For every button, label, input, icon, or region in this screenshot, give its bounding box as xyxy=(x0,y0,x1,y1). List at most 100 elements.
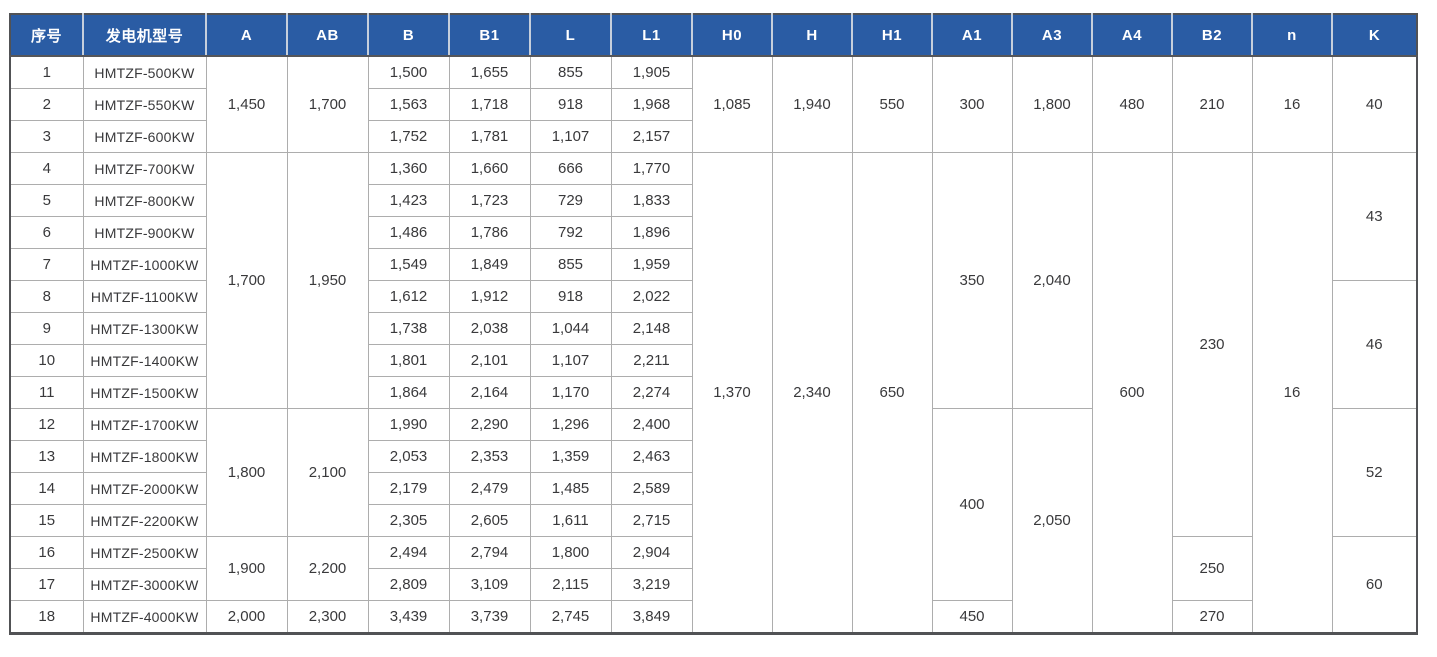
model-cell-r14: HMTZF-2000KW xyxy=(82,472,207,505)
table-cell-r4-c14: 230 xyxy=(1171,152,1253,537)
table-cell-r1-c0: 1 xyxy=(9,55,84,89)
table-cell-r3-c4: 1,107 xyxy=(529,120,612,153)
table-cell-r7-c5: 1,959 xyxy=(610,248,693,281)
col-header-A: A xyxy=(206,14,288,57)
col-header-A4: A4 xyxy=(1092,14,1173,57)
table-body: 1 HMTZF-500KW 1,450 1,700 1,500 1,655 855 1,905… xyxy=(9,55,1418,634)
table-cell-r11-c0: 11 xyxy=(9,376,84,409)
table-cell-r5-c0: 5 xyxy=(9,184,84,217)
table-cell-r6-c5: 1,896 xyxy=(610,216,693,249)
table-cell-r11-c5: 2,274 xyxy=(610,376,693,409)
table-cell-r2-c5: 1,968 xyxy=(610,88,693,121)
table-cell-r15-c3: 2,605 xyxy=(448,504,531,537)
model-cell-r3: HMTZF-600KW xyxy=(82,120,207,153)
table-cell-r1-c16: 40 xyxy=(1331,55,1418,153)
spec-table-container: 序号 发电机型号 A AB B B1 L L1 H0 H H1 A1 A3 A4 B2 n K 1 HMTZF-5… xyxy=(9,13,1418,635)
table-row-15: 15 HMTZF-2200KW 2,305 2,605 1,611 2,715 xyxy=(9,504,1417,537)
table-cell-r1-c13: 480 xyxy=(1091,55,1173,153)
table-cell-r7-c0: 7 xyxy=(9,248,84,281)
col-header-xuhao: 序号 xyxy=(10,14,84,57)
table-cell-r14-c4: 1,485 xyxy=(529,472,612,505)
table-cell-r15-c5: 2,715 xyxy=(610,504,693,537)
table-cell-r15-c0: 15 xyxy=(9,504,84,537)
model-cell-r5: HMTZF-800KW xyxy=(82,184,207,217)
table-cell-r4-c13: 600 xyxy=(1091,152,1173,634)
table-cell-r7-c4: 855 xyxy=(529,248,612,281)
table-cell-r13-c0: 13 xyxy=(9,440,84,473)
table-cell-r16-c0: 16 xyxy=(9,536,84,569)
table-row-8: 8 HMTZF-1100KW 1,612 1,912 918 2,022 46 xyxy=(9,280,1418,409)
table-cell-r13-c3: 2,353 xyxy=(448,440,531,473)
table-cell-r8-c3: 1,912 xyxy=(448,280,531,313)
table-cell-r12-c5: 2,290 xyxy=(448,408,531,441)
table-cell-r18-c6: 2,745 xyxy=(529,600,612,634)
col-header-L1: L1 xyxy=(611,14,693,57)
model-cell-r9: HMTZF-1300KW xyxy=(82,312,207,345)
table-cell-r2-c0: 2 xyxy=(9,88,84,121)
table-cell-r11-c4: 1,170 xyxy=(529,376,612,409)
table-cell-r16-c8: 250 xyxy=(1171,536,1253,601)
table-cell-r4-c0: 4 xyxy=(9,152,84,185)
table-cell-r6-c3: 1,786 xyxy=(448,216,531,249)
table-cell-r9-c3: 2,038 xyxy=(448,312,531,345)
table-cell-r8-c4: 918 xyxy=(529,280,612,313)
table-row-7: 7 HMTZF-1000KW 1,549 1,849 855 1,959 xyxy=(9,248,1417,281)
table-row-17: 17 HMTZF-3000KW 2,809 3,109 2,115 3,219 xyxy=(9,568,1417,601)
table-cell-r1-c8: 1,085 xyxy=(691,55,773,153)
table-row-18: 18 HMTZF-4000KW 2,000 2,300 3,439 3,739 2,745 3… xyxy=(9,600,1417,634)
table-cell-r8-c2: 1,612 xyxy=(367,280,450,313)
table-cell-r4-c9: 2,340 xyxy=(771,152,853,634)
col-header-B2: B2 xyxy=(1172,14,1253,57)
col-header-K: K xyxy=(1332,14,1417,57)
table-cell-r3-c3: 1,781 xyxy=(448,120,531,153)
model-cell-r12: HMTZF-1700KW xyxy=(82,408,207,441)
table-cell-r2-c3: 1,718 xyxy=(448,88,531,121)
table-cell-r1-c15: 16 xyxy=(1251,55,1333,153)
table-header: 序号 发电机型号 A AB B B1 L L1 H0 H H1 A1 A3 A4 B2 n K xyxy=(10,14,1417,57)
table-cell-r1-c3: 1,700 xyxy=(286,55,369,153)
col-header-B1: B1 xyxy=(449,14,531,57)
table-cell-r12-c6: 1,296 xyxy=(529,408,612,441)
table-cell-r1-c7: 1,905 xyxy=(610,55,693,89)
table-cell-r18-c2: 2,000 xyxy=(205,600,288,634)
col-header-B: B xyxy=(368,14,450,57)
table-cell-r4-c3: 1,950 xyxy=(286,152,369,409)
model-cell-r7: HMTZF-1000KW xyxy=(82,248,207,281)
table-cell-r7-c2: 1,549 xyxy=(367,248,450,281)
model-cell-r10: HMTZF-1400KW xyxy=(82,344,207,377)
model-cell-r1: HMTZF-500KW xyxy=(82,55,207,89)
table-cell-r8-c0: 8 xyxy=(9,280,84,313)
model-cell-r4: HMTZF-700KW xyxy=(82,152,207,185)
table-cell-r11-c3: 2,164 xyxy=(448,376,531,409)
table-cell-r9-c2: 1,738 xyxy=(367,312,450,345)
table-cell-r17-c0: 17 xyxy=(9,568,84,601)
table-cell-r12-c9: 2,050 xyxy=(1011,408,1093,634)
table-row-5: 5 HMTZF-800KW 1,423 1,723 729 1,833 xyxy=(9,184,1417,217)
table-cell-r6-c4: 792 xyxy=(529,216,612,249)
table-cell-r1-c5: 1,655 xyxy=(448,55,531,89)
table-cell-r4-c4: 1,360 xyxy=(367,152,450,185)
col-header-A1: A1 xyxy=(932,14,1013,57)
table-cell-r14-c3: 2,479 xyxy=(448,472,531,505)
table-cell-r10-c3: 2,101 xyxy=(448,344,531,377)
col-header-n: n xyxy=(1252,14,1333,57)
table-row-4: 4 HMTZF-700KW 1,700 1,950 1,360 1,660 666 1,770… xyxy=(9,152,1418,634)
table-cell-r3-c2: 1,752 xyxy=(367,120,450,153)
model-cell-r6: HMTZF-900KW xyxy=(82,216,207,249)
table-cell-r4-c2: 1,700 xyxy=(205,152,288,409)
table-row-1: 1 HMTZF-500KW 1,450 1,700 1,500 1,655 855 1,905… xyxy=(9,55,1418,153)
table-cell-r1-c6: 855 xyxy=(529,55,612,89)
col-header-AB: AB xyxy=(287,14,369,57)
table-cell-r9-c4: 1,044 xyxy=(529,312,612,345)
table-cell-r9-c5: 2,148 xyxy=(610,312,693,345)
col-header-model: 发电机型号 xyxy=(83,14,207,57)
table-cell-r1-c9: 1,940 xyxy=(771,55,853,153)
table-cell-r16-c4: 2,494 xyxy=(367,536,450,569)
table-cell-r7-c3: 1,849 xyxy=(448,248,531,281)
table-cell-r12-c2: 1,800 xyxy=(205,408,288,537)
table-cell-r3-c5: 2,157 xyxy=(610,120,693,153)
table-cell-r4-c11: 350 xyxy=(931,152,1013,409)
col-header-H: H xyxy=(772,14,853,57)
col-header-H0: H0 xyxy=(692,14,773,57)
header-row: 序号 发电机型号 A AB B B1 L L1 H0 H H1 A1 A3 A4 B2 n K xyxy=(10,14,1417,57)
